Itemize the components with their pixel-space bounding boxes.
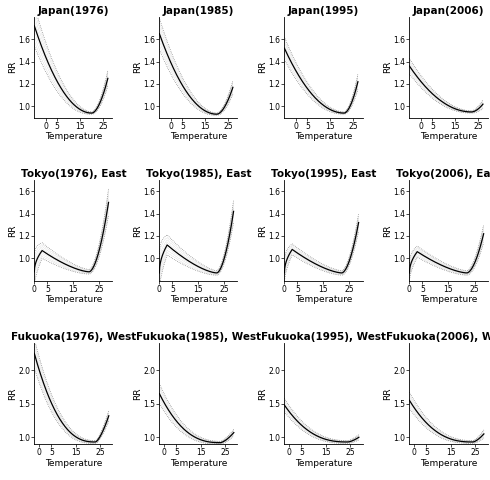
X-axis label: Temperature: Temperature bbox=[420, 458, 477, 468]
X-axis label: Temperature: Temperature bbox=[170, 295, 227, 304]
Title: Fukuoka(1995), West: Fukuoka(1995), West bbox=[261, 333, 386, 342]
X-axis label: Temperature: Temperature bbox=[295, 458, 352, 468]
Title: Japan(1985): Japan(1985) bbox=[163, 6, 234, 16]
Y-axis label: RR: RR bbox=[383, 224, 392, 237]
X-axis label: Temperature: Temperature bbox=[295, 132, 352, 141]
Y-axis label: RR: RR bbox=[8, 387, 17, 400]
Title: Fukuoka(1976), West: Fukuoka(1976), West bbox=[11, 333, 136, 342]
Y-axis label: RR: RR bbox=[8, 61, 17, 73]
Y-axis label: RR: RR bbox=[133, 224, 142, 237]
Title: Fukuoka(2006), West: Fukuoka(2006), West bbox=[386, 333, 490, 342]
Title: Japan(1995): Japan(1995) bbox=[288, 6, 359, 16]
Title: Fukuoka(1985), West: Fukuoka(1985), West bbox=[136, 333, 261, 342]
Y-axis label: RR: RR bbox=[133, 61, 142, 73]
X-axis label: Temperature: Temperature bbox=[170, 132, 227, 141]
X-axis label: Temperature: Temperature bbox=[295, 295, 352, 304]
Title: Tokyo(1985), East: Tokyo(1985), East bbox=[146, 169, 251, 179]
Y-axis label: RR: RR bbox=[258, 61, 267, 73]
Title: Japan(2006): Japan(2006) bbox=[413, 6, 484, 16]
X-axis label: Temperature: Temperature bbox=[45, 132, 102, 141]
X-axis label: Temperature: Temperature bbox=[170, 458, 227, 468]
Y-axis label: RR: RR bbox=[383, 61, 392, 73]
X-axis label: Temperature: Temperature bbox=[420, 295, 477, 304]
Title: Japan(1976): Japan(1976) bbox=[38, 6, 109, 16]
Y-axis label: RR: RR bbox=[133, 387, 142, 400]
Y-axis label: RR: RR bbox=[258, 387, 267, 400]
Y-axis label: RR: RR bbox=[383, 387, 392, 400]
X-axis label: Temperature: Temperature bbox=[45, 458, 102, 468]
X-axis label: Temperature: Temperature bbox=[420, 132, 477, 141]
Title: Tokyo(1995), East: Tokyo(1995), East bbox=[271, 169, 376, 179]
Y-axis label: RR: RR bbox=[8, 224, 17, 237]
Title: Tokyo(1976), East: Tokyo(1976), East bbox=[21, 169, 126, 179]
Y-axis label: RR: RR bbox=[258, 224, 267, 237]
X-axis label: Temperature: Temperature bbox=[45, 295, 102, 304]
Title: Tokyo(2006), East: Tokyo(2006), East bbox=[395, 169, 490, 179]
